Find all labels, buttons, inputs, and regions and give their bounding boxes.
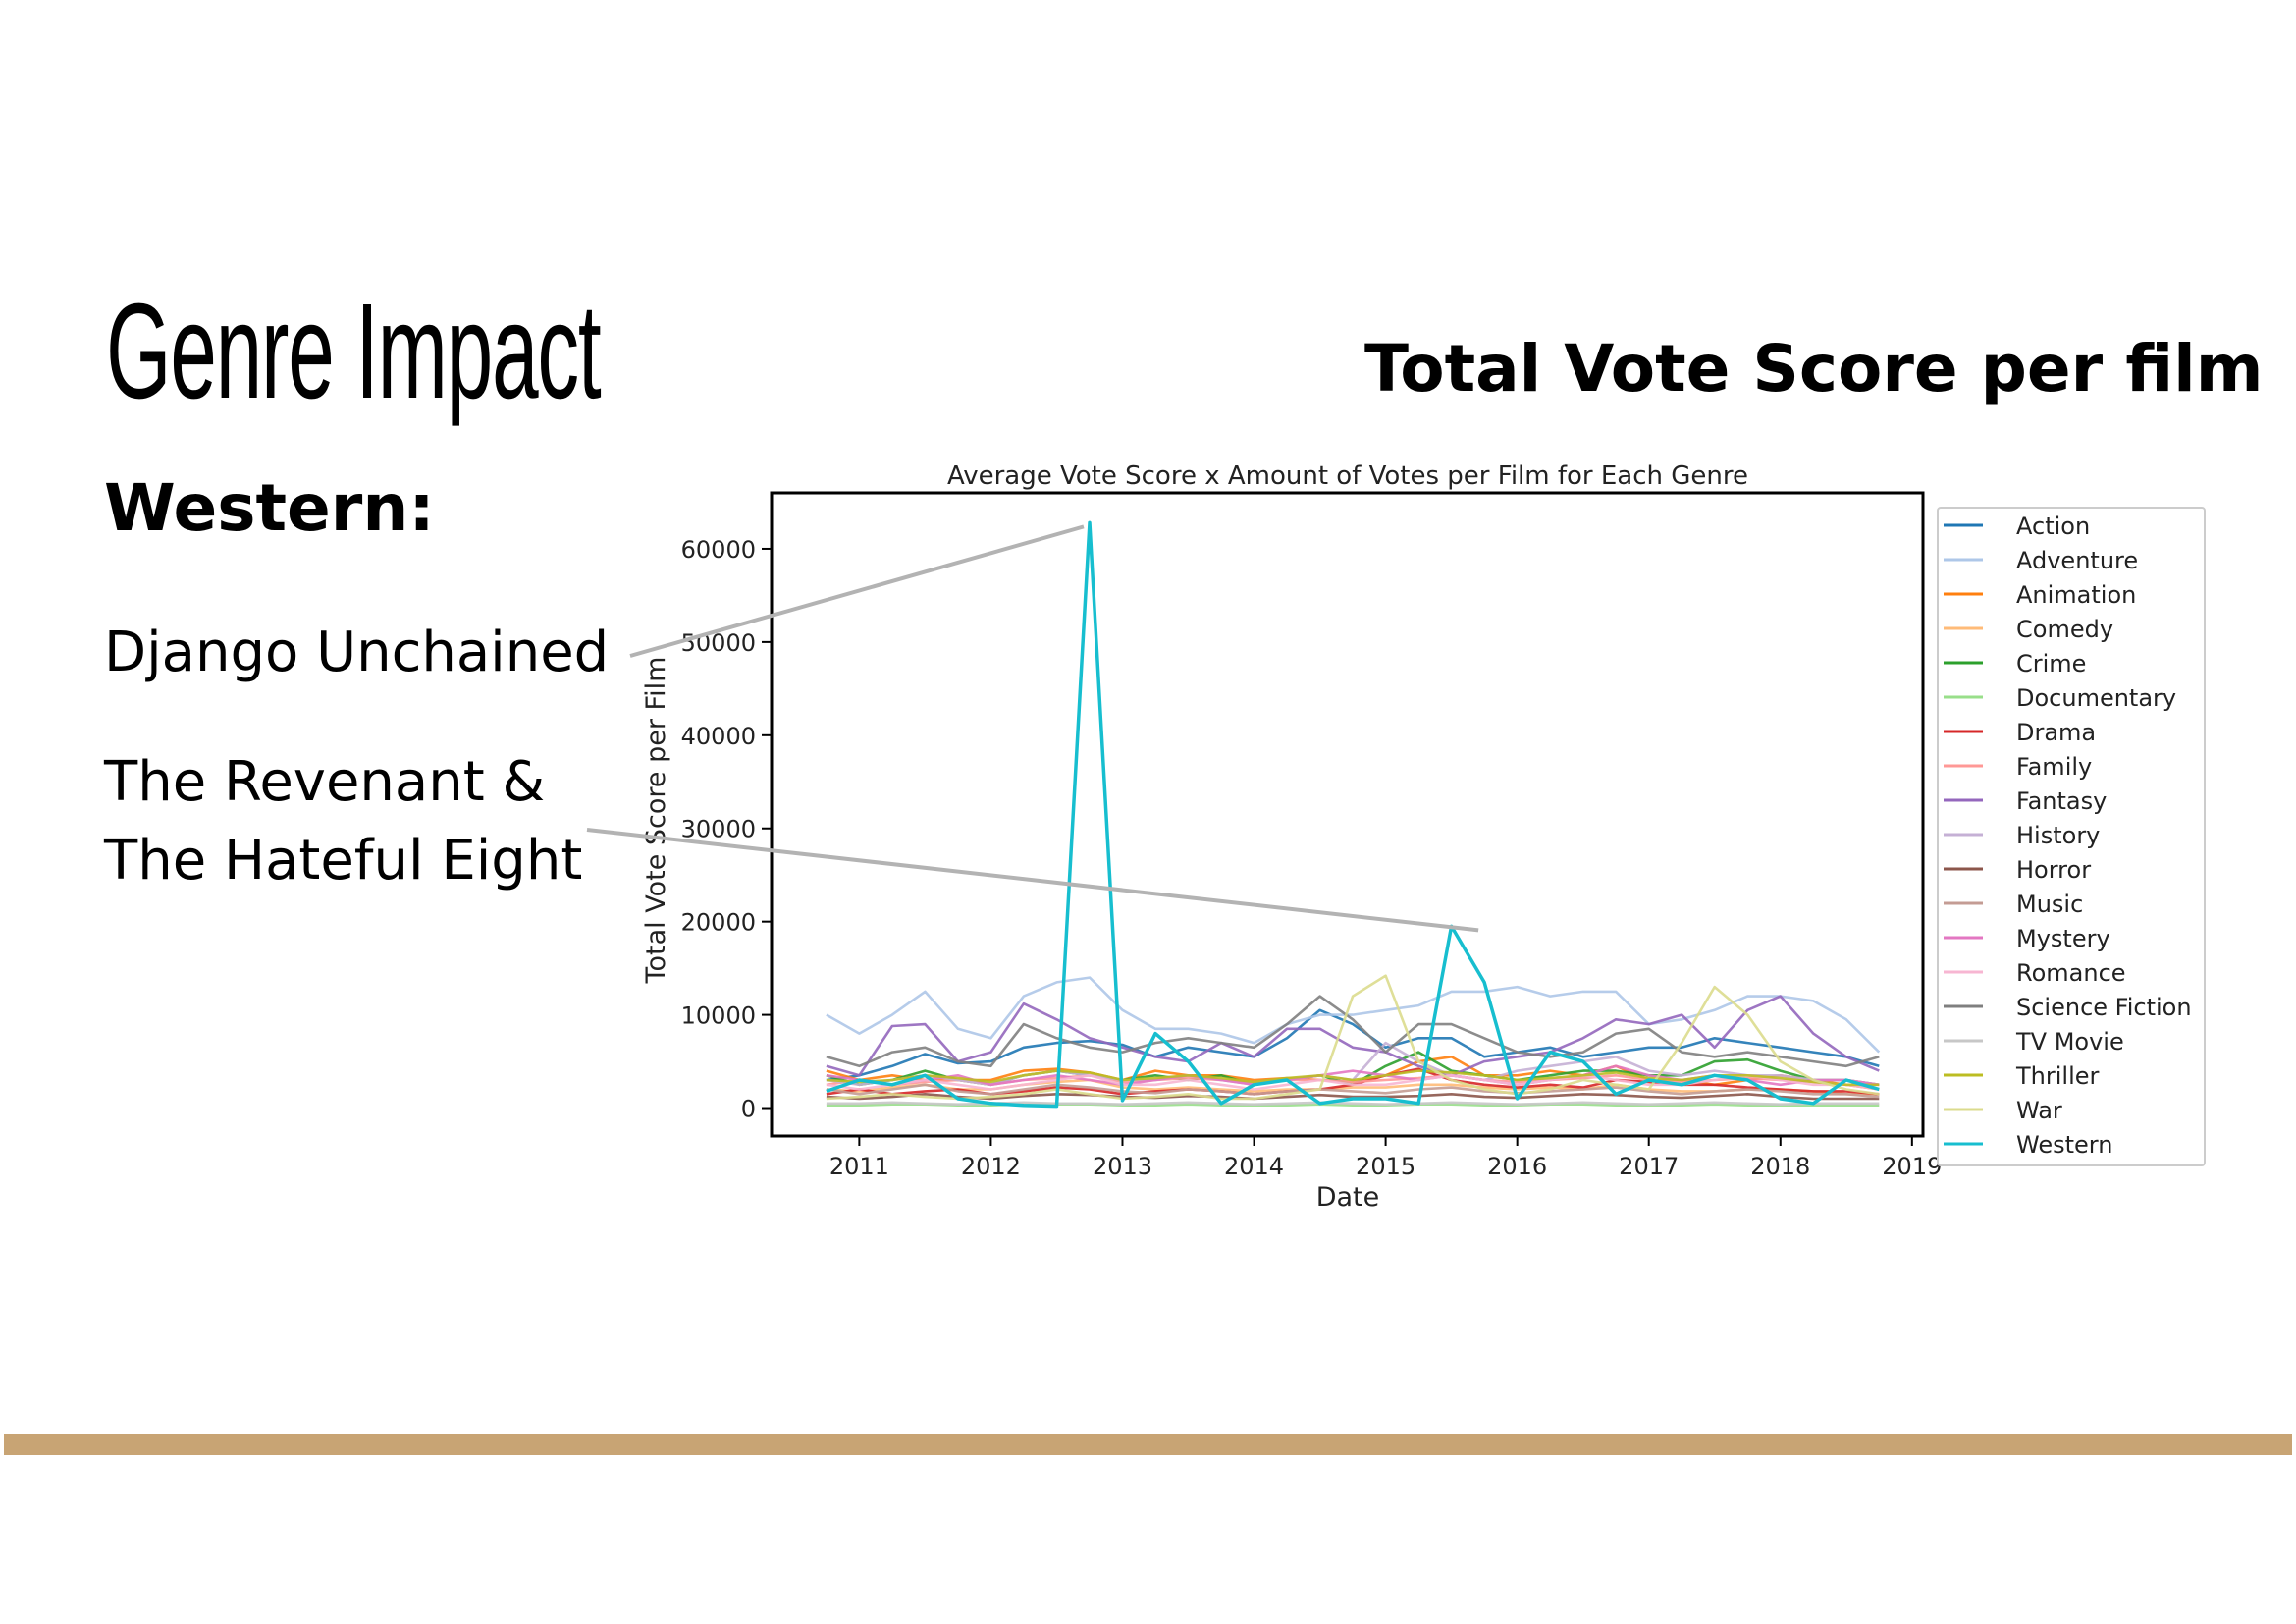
series-line-science-fiction (826, 995, 1880, 1068)
x-axis-label: Date (1316, 1182, 1380, 1213)
legend-label: Music (2016, 891, 2083, 918)
callout-line (586, 828, 1479, 933)
series-line-western (826, 520, 1880, 1109)
legend-label: Crime (2016, 650, 2086, 677)
legend-label: Comedy (2016, 616, 2113, 643)
x-tick-label: 2014 (1224, 1153, 1284, 1180)
x-tick-label: 2013 (1093, 1153, 1152, 1180)
x-tick-label: 2017 (1619, 1153, 1679, 1180)
legend-label: Science Fiction (2016, 994, 2192, 1021)
y-tick-label: 0 (741, 1096, 756, 1123)
series-line-adventure (826, 976, 1881, 1054)
legend-label: War (2016, 1097, 2062, 1124)
legend-label: TV Movie (2015, 1028, 2124, 1056)
y-tick-label: 30000 (681, 816, 756, 843)
x-tick-label: 2018 (1750, 1153, 1810, 1180)
legend-label: Romance (2016, 959, 2126, 987)
x-tick-label: 2016 (1487, 1153, 1547, 1180)
genre-subhead: Western: (104, 470, 435, 546)
footer-accent-bar (4, 1434, 2292, 1455)
annotation-label-revenant-line2: The Hateful Eight (104, 829, 583, 893)
y-tick-label: 50000 (681, 629, 756, 657)
series-line-romance (826, 1074, 1880, 1091)
legend-label: Horror (2016, 856, 2091, 884)
series-line-war (826, 974, 1880, 1101)
legend-label: Thriller (2015, 1062, 2100, 1090)
legend-label: Adventure (2016, 547, 2138, 574)
chart-legend: Action Adventure Animation Comedy Crime Docum… (1937, 507, 2206, 1166)
y-tick-label: 20000 (681, 909, 756, 937)
annotation-callouts (586, 524, 1479, 933)
x-tick-label: 2019 (1882, 1153, 1942, 1180)
legend-label: Animation (2016, 581, 2136, 609)
annotation-label-django: Django Unchained (104, 621, 610, 684)
legend-box (1937, 507, 2206, 1166)
series-line-music (826, 1083, 1880, 1099)
x-tick-label: 2015 (1356, 1153, 1415, 1180)
chart-title: Average Vote Score x Amount of Votes per… (947, 461, 1748, 491)
legend-label: Family (2016, 753, 2092, 781)
legend-label: Fantasy (2016, 787, 2107, 815)
legend-label: Western (2016, 1131, 2112, 1159)
y-tick-label: 40000 (681, 723, 756, 750)
legend-label: History (2016, 822, 2100, 849)
slide-title: Genre Impact (106, 276, 602, 427)
series-line-fantasy (826, 995, 1880, 1077)
plot-frame (770, 491, 1925, 1138)
annotation-label-revenant-line1: The Revenant & (104, 750, 546, 814)
chart-heading: Total Vote Score per film (1364, 331, 2264, 406)
legend-label: Drama (2016, 719, 2096, 746)
legend-label: Documentary (2016, 684, 2176, 712)
y-axis-label: Total Vote Score per Film (641, 657, 671, 985)
series-line-horror (826, 1093, 1880, 1101)
series-line-action (826, 1008, 1880, 1082)
y-axis: 0 10000 20000 30000 40000 50000 60000 (681, 536, 772, 1123)
x-tick-label: 2012 (961, 1153, 1021, 1180)
x-tick-label: 2011 (829, 1153, 889, 1180)
legend-label: Action (2016, 513, 2090, 540)
y-tick-label: 60000 (681, 536, 756, 564)
x-axis: 2011 2012 2013 2014 2015 2016 2017 2018 2019 (829, 1136, 1942, 1180)
legend-label: Mystery (2016, 925, 2110, 952)
y-tick-label: 10000 (681, 1002, 756, 1030)
plot-series-group (826, 520, 1881, 1109)
callout-line (629, 524, 1085, 658)
